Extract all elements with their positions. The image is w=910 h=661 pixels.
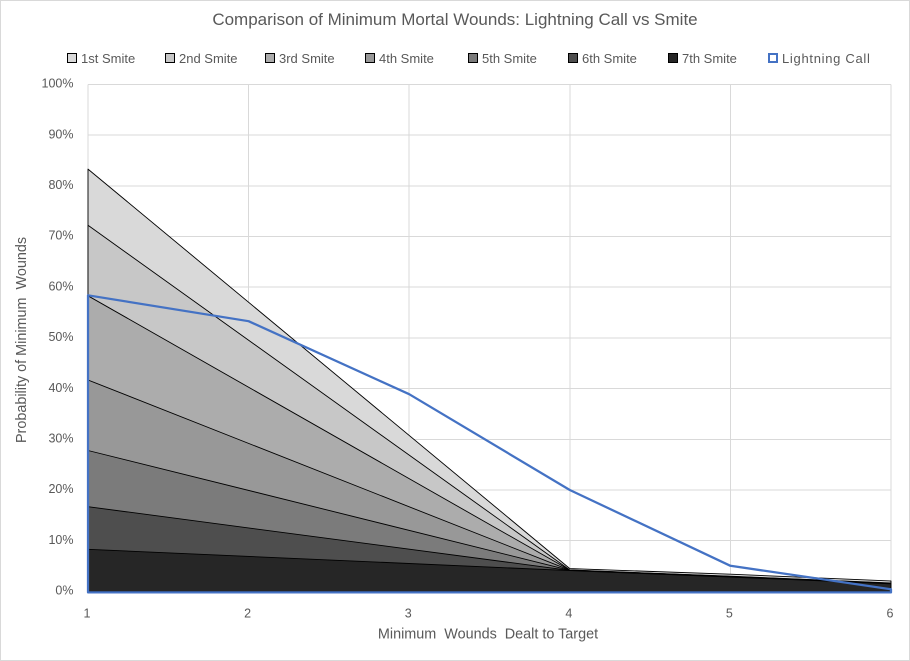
svg-text:60%: 60%	[48, 279, 73, 293]
svg-text:80%: 80%	[48, 178, 73, 192]
svg-text:70%: 70%	[48, 229, 73, 243]
svg-text:10%: 10%	[48, 533, 73, 547]
svg-text:4: 4	[565, 606, 572, 620]
svg-text:Probability of Minimum Wounds: Probability of Minimum Wounds	[14, 237, 30, 443]
svg-text:20%: 20%	[48, 482, 73, 496]
svg-text:100%: 100%	[42, 77, 74, 91]
svg-text:Minimum Wounds Dealt to Targ: Minimum Wounds Dealt to Target	[378, 627, 598, 643]
svg-text:5: 5	[726, 606, 733, 620]
svg-text:40%: 40%	[48, 381, 73, 395]
svg-text:50%: 50%	[48, 330, 73, 344]
svg-text:0%: 0%	[55, 584, 73, 598]
svg-text:2: 2	[244, 606, 251, 620]
svg-text:1: 1	[84, 606, 91, 620]
svg-text:90%: 90%	[48, 127, 73, 141]
svg-text:3: 3	[405, 606, 412, 620]
svg-text:6: 6	[887, 606, 894, 620]
svg-text:30%: 30%	[48, 432, 73, 446]
